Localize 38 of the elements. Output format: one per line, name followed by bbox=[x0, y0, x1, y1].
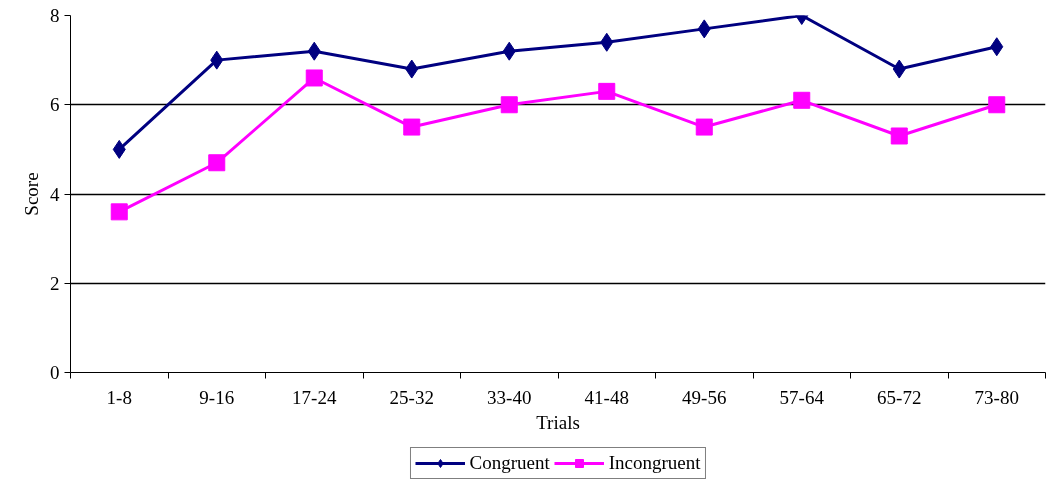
point bbox=[405, 59, 419, 79]
point bbox=[403, 118, 421, 136]
y-tick-label: 0 bbox=[50, 362, 60, 383]
y-tick-label: 8 bbox=[50, 5, 60, 26]
point bbox=[502, 41, 516, 61]
x-tick-label: 17-24 bbox=[292, 386, 337, 408]
point bbox=[695, 118, 713, 136]
x-tick-label: 73-80 bbox=[974, 386, 1019, 408]
legend-label: Congruent bbox=[469, 451, 550, 474]
point bbox=[598, 82, 616, 100]
point bbox=[600, 32, 614, 52]
y-tick-label: 6 bbox=[50, 94, 60, 116]
legend-label: Incongruent bbox=[608, 451, 701, 474]
x-tick-label: 57-64 bbox=[779, 386, 825, 408]
x-tick-label: 65-72 bbox=[877, 386, 922, 408]
y-tick-label: 4 bbox=[50, 183, 60, 205]
point bbox=[890, 127, 908, 145]
y-axis-title: Score bbox=[21, 172, 42, 216]
point bbox=[305, 69, 323, 87]
point bbox=[307, 41, 321, 61]
point bbox=[110, 203, 128, 221]
x-tick-label: 25-32 bbox=[389, 386, 434, 408]
point bbox=[210, 50, 224, 70]
point bbox=[990, 37, 1004, 57]
point bbox=[500, 96, 518, 114]
x-tick-label: 9-16 bbox=[199, 386, 235, 408]
x-tick-label: 33-40 bbox=[487, 386, 532, 408]
point bbox=[988, 96, 1006, 114]
x-tick-label: 41-48 bbox=[584, 386, 629, 408]
point bbox=[208, 154, 226, 172]
x-axis-title: Trials bbox=[536, 411, 580, 433]
point bbox=[793, 91, 811, 109]
y-tick-label: 2 bbox=[50, 272, 60, 294]
point bbox=[892, 59, 906, 79]
point bbox=[697, 19, 711, 39]
point bbox=[112, 139, 126, 159]
x-tick-label: 49-56 bbox=[682, 386, 727, 408]
x-tick-label: 1-8 bbox=[106, 386, 132, 408]
